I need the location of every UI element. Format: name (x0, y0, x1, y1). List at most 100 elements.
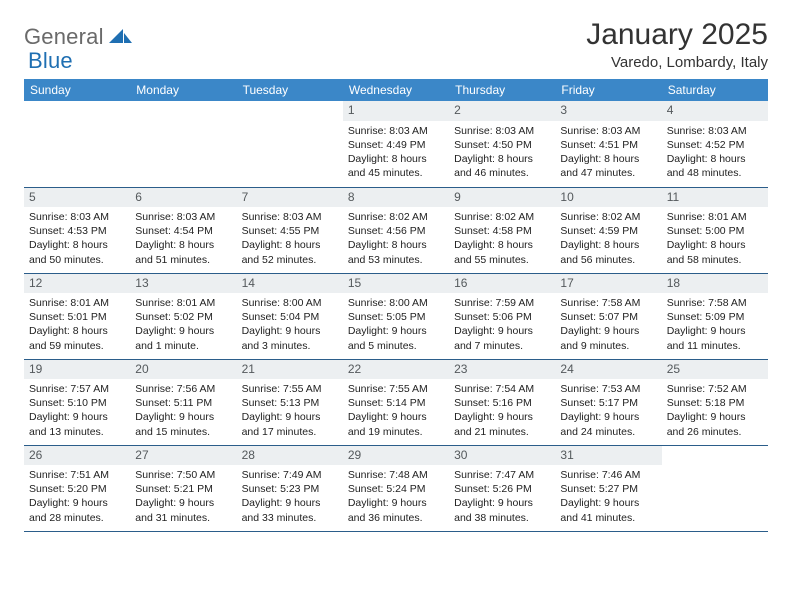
daylight-text: Daylight: 9 hours (135, 324, 231, 338)
location-subtitle: Varedo, Lombardy, Italy (586, 54, 768, 71)
calendar-header-row: Sunday Monday Tuesday Wednesday Thursday… (24, 79, 768, 101)
day-number: 1 (343, 101, 449, 121)
day-number: 21 (237, 360, 343, 380)
calendar-day-cell: 5Sunrise: 8:03 AMSunset: 4:53 PMDaylight… (24, 187, 130, 273)
sunrise-text: Sunrise: 7:56 AM (135, 382, 231, 396)
weekday-header: Friday (555, 79, 661, 101)
sunset-text: Sunset: 4:51 PM (560, 138, 656, 152)
day-details: Sunrise: 7:58 AMSunset: 5:09 PMDaylight:… (662, 293, 768, 357)
daylight-text: Daylight: 8 hours (29, 324, 125, 338)
daylight-text: and 50 minutes. (29, 253, 125, 267)
title-block: January 2025 Varedo, Lombardy, Italy (586, 18, 768, 71)
calendar-day-cell: 27Sunrise: 7:50 AMSunset: 5:21 PMDayligh… (130, 445, 236, 531)
daylight-text: Daylight: 9 hours (560, 410, 656, 424)
sunrise-text: Sunrise: 7:50 AM (135, 468, 231, 482)
daylight-text: Daylight: 8 hours (454, 152, 550, 166)
sunset-text: Sunset: 4:49 PM (348, 138, 444, 152)
daylight-text: and 28 minutes. (29, 511, 125, 525)
sunset-text: Sunset: 5:07 PM (560, 310, 656, 324)
daylight-text: and 51 minutes. (135, 253, 231, 267)
sunset-text: Sunset: 5:20 PM (29, 482, 125, 496)
sunset-text: Sunset: 5:10 PM (29, 396, 125, 410)
day-number: 14 (237, 274, 343, 294)
sunset-text: Sunset: 5:18 PM (667, 396, 763, 410)
day-details: Sunrise: 8:03 AMSunset: 4:49 PMDaylight:… (343, 121, 449, 185)
weekday-header: Wednesday (343, 79, 449, 101)
sunrise-text: Sunrise: 7:55 AM (242, 382, 338, 396)
sunset-text: Sunset: 5:01 PM (29, 310, 125, 324)
calendar-day-cell: 15Sunrise: 8:00 AMSunset: 5:05 PMDayligh… (343, 273, 449, 359)
daylight-text: and 56 minutes. (560, 253, 656, 267)
daylight-text: and 48 minutes. (667, 166, 763, 180)
day-details: Sunrise: 8:02 AMSunset: 4:58 PMDaylight:… (449, 207, 555, 271)
sunset-text: Sunset: 5:06 PM (454, 310, 550, 324)
sunrise-text: Sunrise: 7:55 AM (348, 382, 444, 396)
day-details: Sunrise: 8:03 AMSunset: 4:51 PMDaylight:… (555, 121, 661, 185)
day-details: Sunrise: 8:02 AMSunset: 4:59 PMDaylight:… (555, 207, 661, 271)
calendar-day-cell: 26Sunrise: 7:51 AMSunset: 5:20 PMDayligh… (24, 445, 130, 531)
sunrise-text: Sunrise: 7:52 AM (667, 382, 763, 396)
daylight-text: Daylight: 8 hours (560, 238, 656, 252)
daylight-text: Daylight: 8 hours (348, 152, 444, 166)
day-number: 15 (343, 274, 449, 294)
daylight-text: Daylight: 9 hours (667, 410, 763, 424)
daylight-text: Daylight: 9 hours (242, 410, 338, 424)
calendar-week-row: 1Sunrise: 8:03 AMSunset: 4:49 PMDaylight… (24, 101, 768, 187)
day-number: 5 (24, 188, 130, 208)
daylight-text: and 9 minutes. (560, 339, 656, 353)
sunset-text: Sunset: 5:16 PM (454, 396, 550, 410)
day-details: Sunrise: 8:03 AMSunset: 4:54 PMDaylight:… (130, 207, 236, 271)
calendar-week-row: 26Sunrise: 7:51 AMSunset: 5:20 PMDayligh… (24, 445, 768, 531)
sunset-text: Sunset: 5:17 PM (560, 396, 656, 410)
sunrise-text: Sunrise: 7:47 AM (454, 468, 550, 482)
day-number: 9 (449, 188, 555, 208)
daylight-text: Daylight: 9 hours (29, 496, 125, 510)
sunset-text: Sunset: 5:05 PM (348, 310, 444, 324)
calendar-day-cell: 14Sunrise: 8:00 AMSunset: 5:04 PMDayligh… (237, 273, 343, 359)
sunset-text: Sunset: 5:09 PM (667, 310, 763, 324)
daylight-text: and 58 minutes. (667, 253, 763, 267)
sunrise-text: Sunrise: 8:00 AM (242, 296, 338, 310)
sunrise-text: Sunrise: 8:03 AM (454, 124, 550, 138)
day-details: Sunrise: 8:01 AMSunset: 5:01 PMDaylight:… (24, 293, 130, 357)
calendar-table: Sunday Monday Tuesday Wednesday Thursday… (24, 79, 768, 532)
sunset-text: Sunset: 5:14 PM (348, 396, 444, 410)
calendar-day-cell: 3Sunrise: 8:03 AMSunset: 4:51 PMDaylight… (555, 101, 661, 187)
calendar-day-cell: 6Sunrise: 8:03 AMSunset: 4:54 PMDaylight… (130, 187, 236, 273)
daylight-text: Daylight: 9 hours (29, 410, 125, 424)
day-number: 17 (555, 274, 661, 294)
day-details: Sunrise: 7:50 AMSunset: 5:21 PMDaylight:… (130, 465, 236, 529)
calendar-day-cell: 2Sunrise: 8:03 AMSunset: 4:50 PMDaylight… (449, 101, 555, 187)
daylight-text: Daylight: 9 hours (135, 496, 231, 510)
calendar-day-cell: 7Sunrise: 8:03 AMSunset: 4:55 PMDaylight… (237, 187, 343, 273)
daylight-text: Daylight: 9 hours (560, 496, 656, 510)
daylight-text: Daylight: 9 hours (348, 324, 444, 338)
sunrise-text: Sunrise: 7:53 AM (560, 382, 656, 396)
calendar-day-cell: 4Sunrise: 8:03 AMSunset: 4:52 PMDaylight… (662, 101, 768, 187)
day-number: 25 (662, 360, 768, 380)
daylight-text: and 11 minutes. (667, 339, 763, 353)
calendar-week-row: 19Sunrise: 7:57 AMSunset: 5:10 PMDayligh… (24, 359, 768, 445)
daylight-text: and 7 minutes. (454, 339, 550, 353)
sunset-text: Sunset: 5:11 PM (135, 396, 231, 410)
sunrise-text: Sunrise: 7:59 AM (454, 296, 550, 310)
calendar-day-cell (24, 101, 130, 187)
weekday-header: Thursday (449, 79, 555, 101)
day-details: Sunrise: 8:02 AMSunset: 4:56 PMDaylight:… (343, 207, 449, 271)
calendar-day-cell: 8Sunrise: 8:02 AMSunset: 4:56 PMDaylight… (343, 187, 449, 273)
day-details: Sunrise: 7:57 AMSunset: 5:10 PMDaylight:… (24, 379, 130, 443)
calendar-day-cell: 16Sunrise: 7:59 AMSunset: 5:06 PMDayligh… (449, 273, 555, 359)
daylight-text: and 17 minutes. (242, 425, 338, 439)
day-number: 3 (555, 101, 661, 121)
sunset-text: Sunset: 4:53 PM (29, 224, 125, 238)
sunrise-text: Sunrise: 8:01 AM (667, 210, 763, 224)
sunrise-text: Sunrise: 7:58 AM (667, 296, 763, 310)
sunrise-text: Sunrise: 8:03 AM (667, 124, 763, 138)
day-number: 30 (449, 446, 555, 466)
daylight-text: Daylight: 9 hours (135, 410, 231, 424)
day-number: 26 (24, 446, 130, 466)
brand-logo: General (24, 18, 135, 50)
daylight-text: and 26 minutes. (667, 425, 763, 439)
day-number: 27 (130, 446, 236, 466)
daylight-text: and 13 minutes. (29, 425, 125, 439)
